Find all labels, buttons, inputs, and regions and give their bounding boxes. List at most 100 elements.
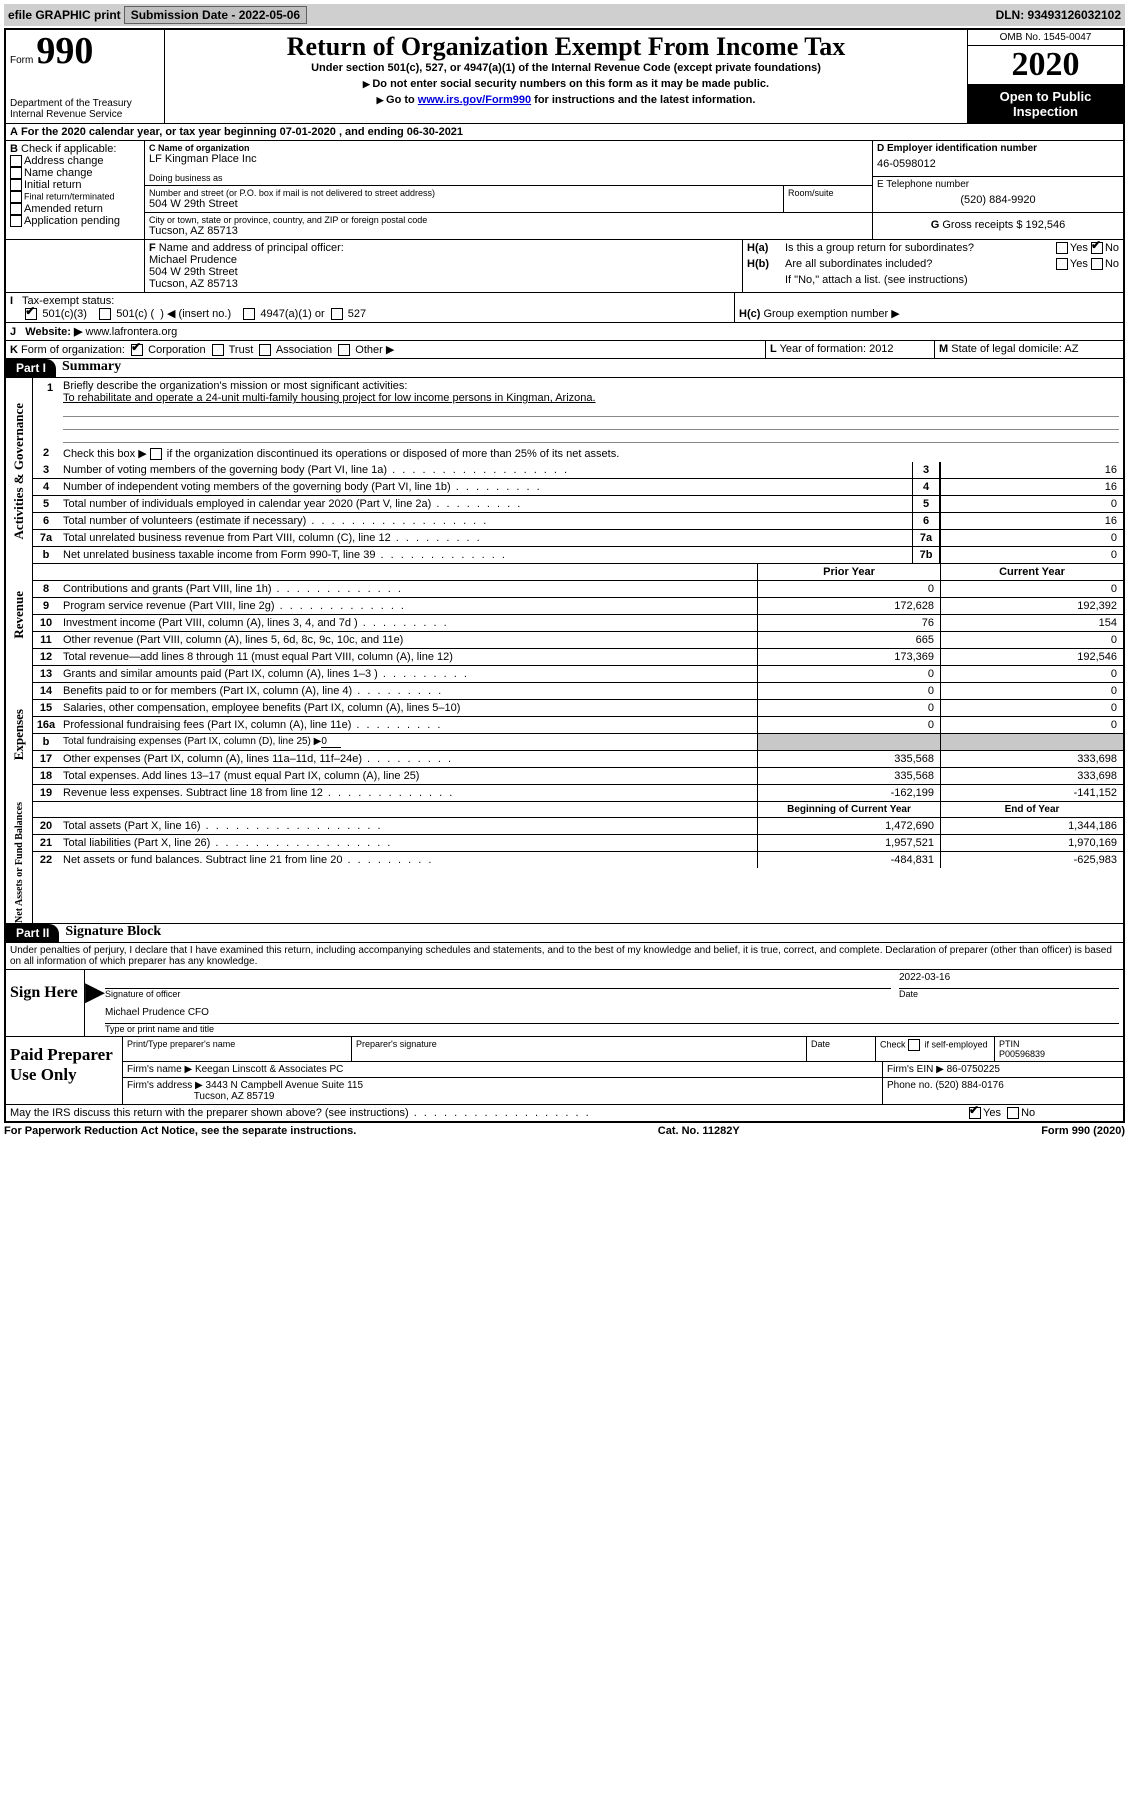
name-change-checkbox[interactable] xyxy=(10,167,22,179)
4947-label: 4947(a)(1) or xyxy=(260,308,324,320)
phone-value: (520) 884-9920 xyxy=(877,190,1119,210)
section-i-row: I Tax-exempt status: 501(c)(3) 501(c) ( … xyxy=(6,292,1123,322)
self-employed-checkbox[interactable] xyxy=(908,1039,920,1051)
footer-cat: Cat. No. 11282Y xyxy=(658,1125,740,1137)
initial-return-checkbox[interactable] xyxy=(10,179,22,191)
j-label: J xyxy=(10,326,16,338)
city-value: Tucson, AZ 85713 xyxy=(149,225,868,237)
l19-curr: -141,152 xyxy=(940,785,1123,801)
mission-text: To rehabilitate and operate a 24-unit mu… xyxy=(63,392,596,404)
hb-yes: Yes xyxy=(1070,258,1088,270)
amended-return-label: Amended return xyxy=(24,203,103,215)
d-label: D Employer identification number xyxy=(877,143,1037,154)
l7a-text: Total unrelated business revenue from Pa… xyxy=(59,530,912,546)
section-h: H(a) Is this a group return for subordin… xyxy=(743,240,1123,292)
prep-date-hdr: Date xyxy=(807,1037,876,1061)
assoc-checkbox[interactable] xyxy=(259,344,271,356)
revenue-section: Revenue Prior YearCurrent Year 8Contribu… xyxy=(6,564,1123,666)
open-inspection: Open to Public Inspection xyxy=(968,85,1123,123)
hb-text: Are all subordinates included? xyxy=(785,258,1056,270)
l9-text: Program service revenue (Part VIII, line… xyxy=(59,598,757,614)
f-label: F xyxy=(149,242,156,254)
l22-text: Net assets or fund balances. Subtract li… xyxy=(59,852,757,868)
officer-typed-name: Michael Prudence CFO xyxy=(105,1003,1119,1024)
l11-curr: 0 xyxy=(940,632,1123,648)
l4-val: 16 xyxy=(940,479,1123,495)
paid-preparer-label: Paid Preparer Use Only xyxy=(6,1037,123,1104)
l19-text: Revenue less expenses. Subtract line 18 … xyxy=(59,785,757,801)
other-checkbox[interactable] xyxy=(338,344,350,356)
l18-curr: 333,698 xyxy=(940,768,1123,784)
corp-label: Corporation xyxy=(148,344,205,356)
irs-label: Internal Revenue Service xyxy=(10,109,160,120)
l1-label: Briefly describe the organization's miss… xyxy=(63,380,407,392)
address-change-label: Address change xyxy=(24,155,104,167)
amended-return-checkbox[interactable] xyxy=(10,203,22,215)
l16b-prior-grey xyxy=(757,734,940,750)
ha-yes-checkbox[interactable] xyxy=(1056,242,1068,254)
ha-label: H(a) xyxy=(747,242,768,254)
l3-val: 16 xyxy=(940,462,1123,478)
501c-open: 501(c) ( xyxy=(116,308,154,320)
l11-text: Other revenue (Part VIII, column (A), li… xyxy=(59,632,757,648)
side-label-exp: Expenses xyxy=(11,709,27,760)
sig-officer-label: Signature of officer xyxy=(105,989,891,999)
discuss-no-checkbox[interactable] xyxy=(1007,1107,1019,1119)
c-name-label: C Name of organization xyxy=(149,143,250,153)
footer-right: Form 990 (2020) xyxy=(1041,1125,1125,1137)
l20-curr: 1,344,186 xyxy=(940,818,1123,834)
l13-text: Grants and similar amounts paid (Part IX… xyxy=(59,666,757,682)
trust-checkbox[interactable] xyxy=(212,344,224,356)
part2-name: Signature Block xyxy=(65,924,161,942)
sign-arrow-icon: ▶ xyxy=(85,970,101,1036)
dba-label: Doing business as xyxy=(149,173,868,183)
tax-year: 2020 xyxy=(968,45,1123,85)
form990-link[interactable]: www.irs.gov/Form990 xyxy=(418,94,531,106)
l12-text: Total revenue—add lines 8 through 11 (mu… xyxy=(59,649,757,665)
omb-number: OMB No. 1545-0047 xyxy=(968,30,1123,45)
k-label: K xyxy=(10,344,18,356)
527-checkbox[interactable] xyxy=(331,308,343,320)
l18-text: Total expenses. Add lines 13–17 (must eq… xyxy=(59,768,757,784)
l16b-text: Total fundraising expenses (Part IX, col… xyxy=(63,736,321,747)
corp-checkbox[interactable] xyxy=(131,344,143,356)
b-check-label: Check if applicable: xyxy=(21,143,116,155)
expenses-section: Expenses 13Grants and similar amounts pa… xyxy=(6,666,1123,802)
hc-label: H(c) xyxy=(739,308,760,320)
subtitle-3: Go to www.irs.gov/Form990 for instructio… xyxy=(171,94,961,106)
subtitle-1: Under section 501(c), 527, or 4947(a)(1)… xyxy=(171,62,961,74)
m-label: M xyxy=(939,343,948,355)
application-pending-checkbox[interactable] xyxy=(10,215,22,227)
501c-checkbox[interactable] xyxy=(99,308,111,320)
perjury-declaration: Under penalties of perjury, I declare th… xyxy=(6,943,1123,970)
officer-addr1: 504 W 29th Street xyxy=(149,266,238,278)
paid-preparer-block: Paid Preparer Use Only Print/Type prepar… xyxy=(6,1037,1123,1105)
l2-checkbox[interactable] xyxy=(150,448,162,460)
sign-here-label: Sign Here xyxy=(6,970,85,1036)
hb-yes-checkbox[interactable] xyxy=(1056,258,1068,270)
4947-checkbox[interactable] xyxy=(243,308,255,320)
other-label: Other ▶ xyxy=(355,344,394,356)
section-klm: K Form of organization: Corporation Trus… xyxy=(6,341,1123,359)
section-b: B Check if applicable: Address change Na… xyxy=(6,141,145,239)
firm-addr2: Tucson, AZ 85719 xyxy=(194,1091,275,1102)
address-change-checkbox[interactable] xyxy=(10,155,22,167)
l10-curr: 154 xyxy=(940,615,1123,631)
l-label: L xyxy=(770,343,777,355)
discuss-yes-checkbox[interactable] xyxy=(969,1107,981,1119)
ha-no-checkbox[interactable] xyxy=(1091,242,1103,254)
final-return-checkbox[interactable] xyxy=(10,191,22,203)
application-pending-label: Application pending xyxy=(24,215,120,227)
goto-post: for instructions and the latest informat… xyxy=(531,94,755,106)
501c-close: ) ◀ (insert no.) xyxy=(160,308,231,320)
city-label: City or town, state or province, country… xyxy=(149,215,868,225)
l21-curr: 1,970,169 xyxy=(940,835,1123,851)
i-label: I xyxy=(10,295,13,307)
hb-no-checkbox[interactable] xyxy=(1091,258,1103,270)
submission-date-button[interactable]: Submission Date - 2022-05-06 xyxy=(124,6,307,24)
officer-name: Michael Prudence xyxy=(149,254,237,266)
501c3-checkbox[interactable] xyxy=(25,308,37,320)
h-note: If "No," attach a list. (see instruction… xyxy=(743,272,1123,288)
l11-prior: 665 xyxy=(757,632,940,648)
l7b-text: Net unrelated business taxable income fr… xyxy=(59,547,912,563)
